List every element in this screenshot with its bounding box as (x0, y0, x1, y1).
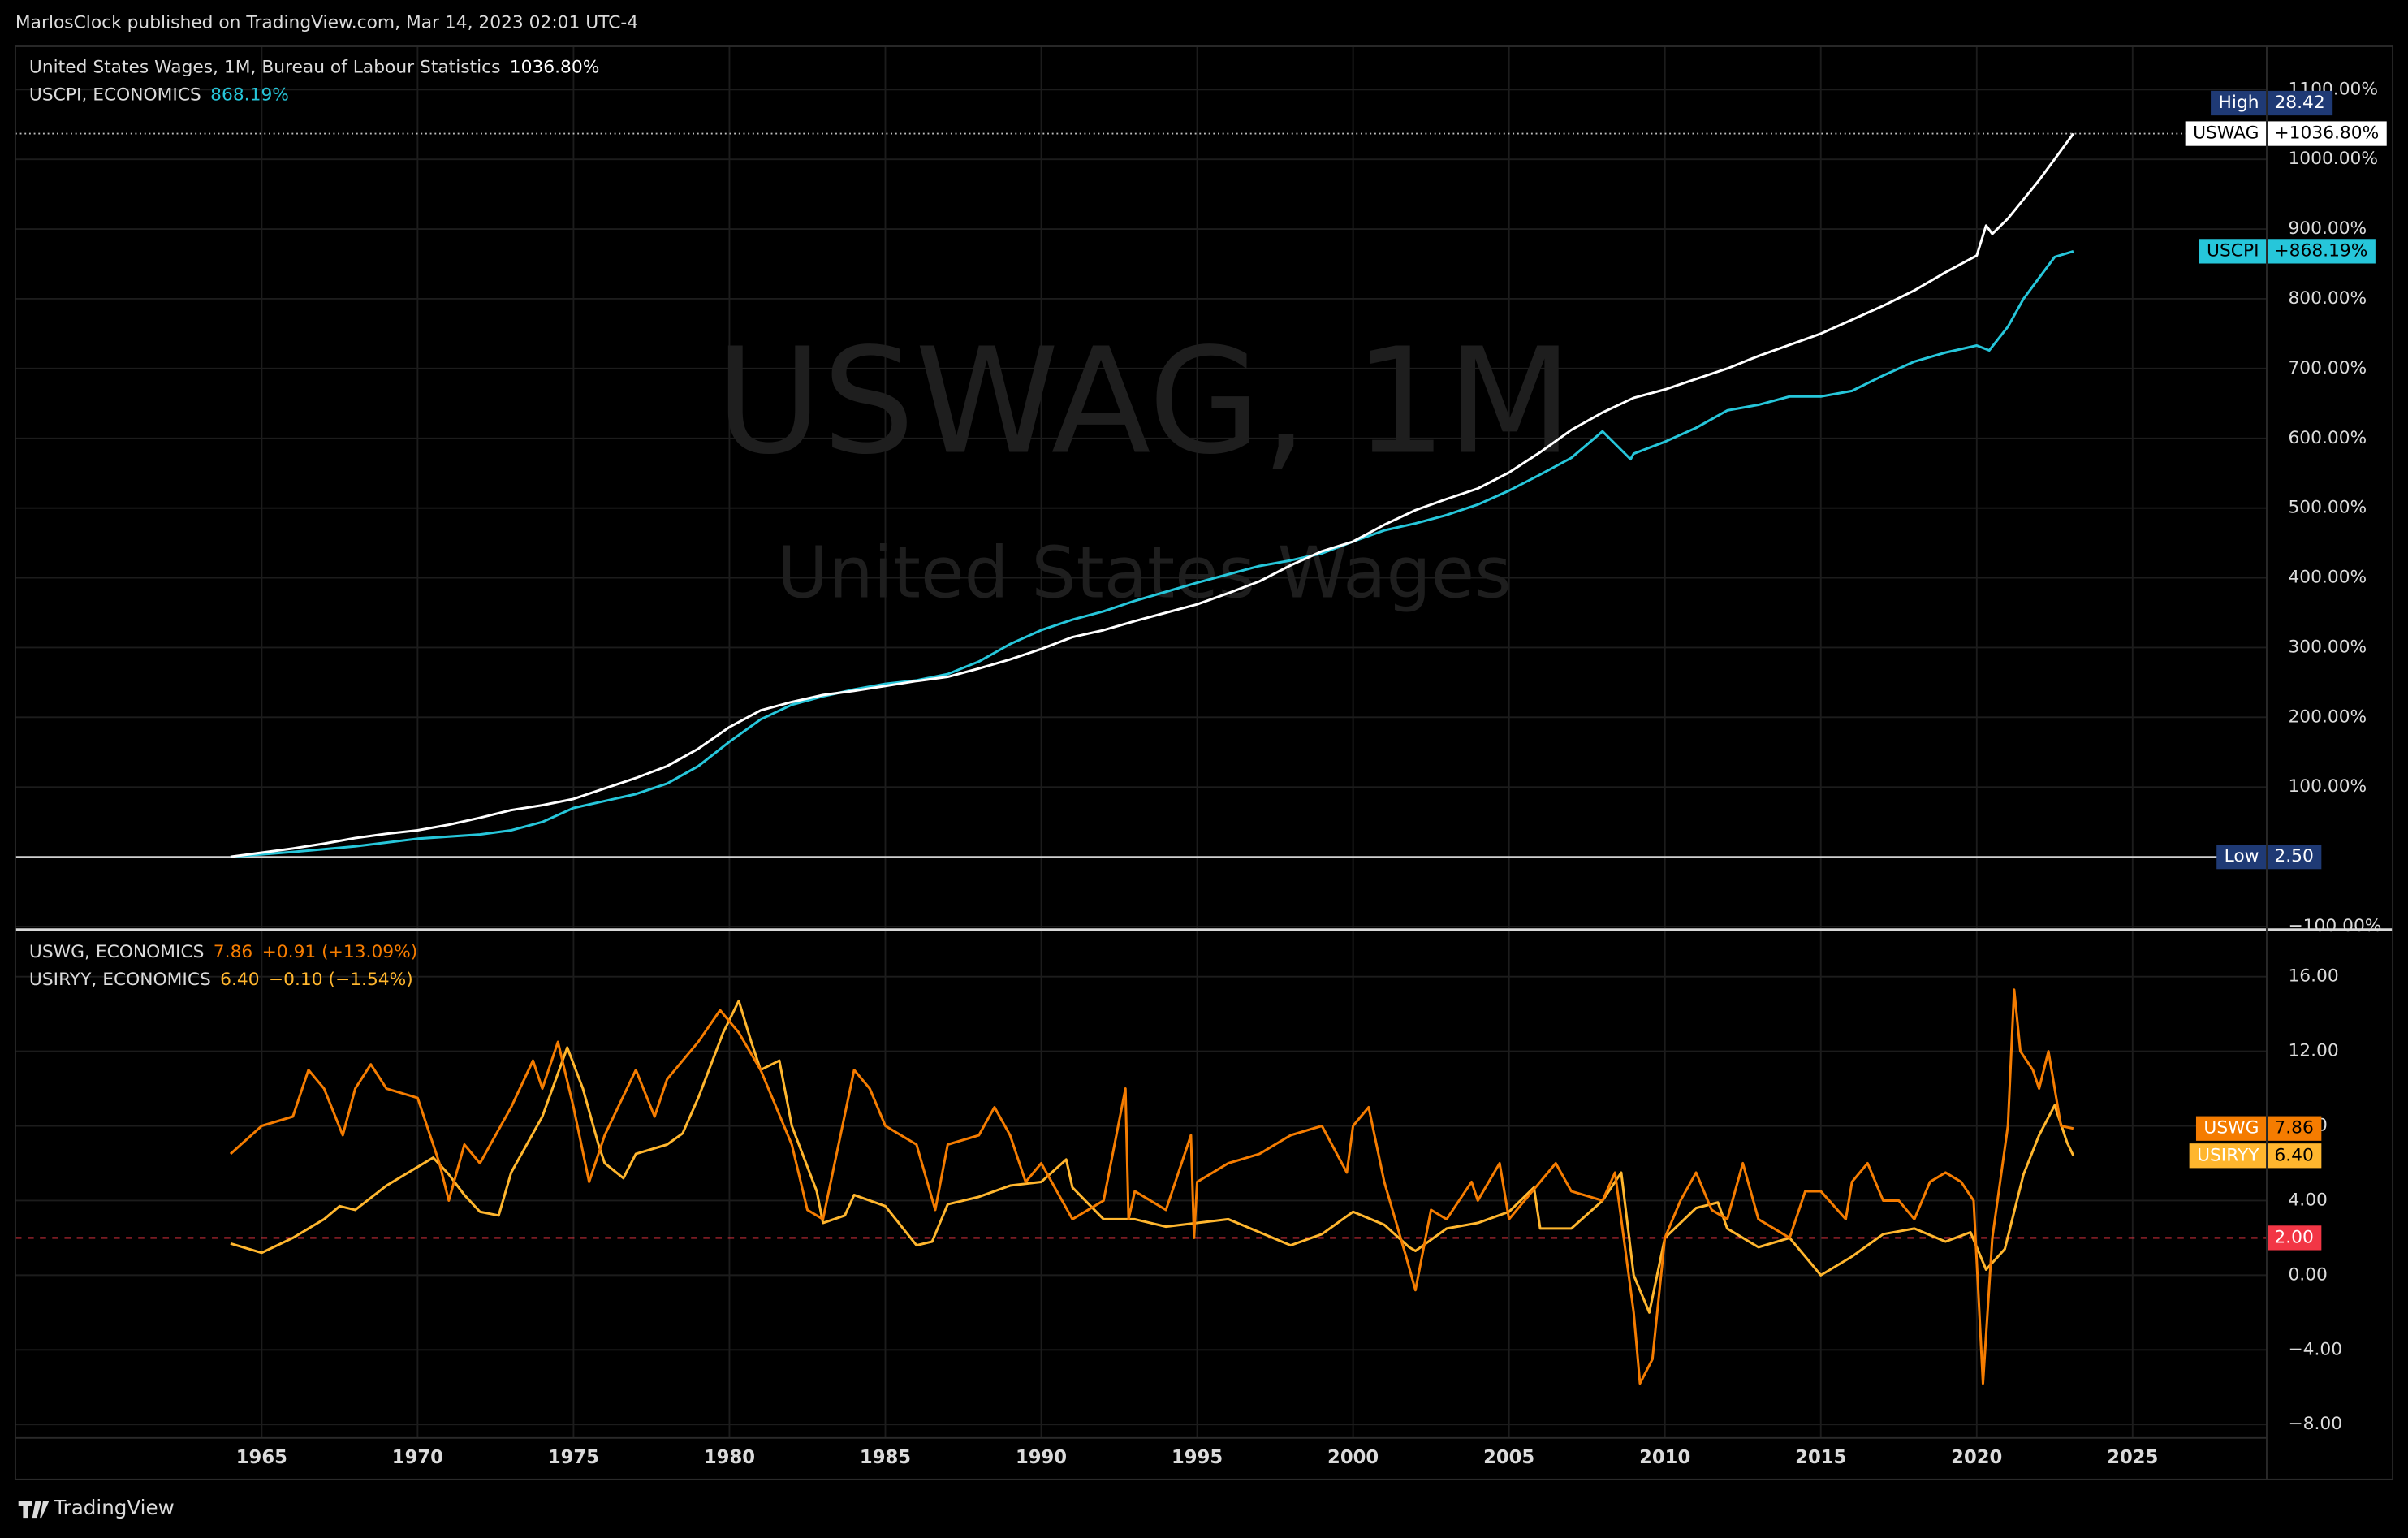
price-tag-label: USWAG (2193, 123, 2259, 144)
price-tag-label: Low (2225, 846, 2259, 866)
price-tag-value: +1036.80% (2274, 123, 2379, 144)
x-tick-label: 1990 (1016, 1447, 1067, 1468)
series-line (230, 249, 2074, 858)
price-tag-value: 28.42 (2274, 93, 2324, 113)
y-tick-label: 12.00 (2288, 1041, 2338, 1061)
y-tick-label: −4.00 (2288, 1339, 2342, 1359)
price-tag-value-box (2268, 845, 2322, 870)
y-tick-label: 900.00% (2288, 218, 2367, 239)
x-tick-label: 2005 (1483, 1447, 1534, 1468)
watermark-title: USWAG, 1M (715, 318, 1573, 487)
y-tick-label: 1000.00% (2288, 149, 2378, 169)
y-tick-label: 4.00 (2288, 1190, 2327, 1210)
price-tag-label: High (2219, 93, 2259, 113)
price-tag-value: 2.00 (2274, 1227, 2313, 1247)
y-tick-label: 700.00% (2288, 358, 2367, 378)
legend-text: +0.91 (+13.09%) (262, 942, 418, 962)
price-tag-label-box (2211, 90, 2267, 116)
price-tag-label: USCPI (2207, 240, 2259, 261)
y-tick-label: 600.00% (2288, 428, 2367, 448)
x-tick-label: 1980 (704, 1447, 755, 1468)
x-tick-label: 2010 (1639, 1447, 1690, 1468)
x-tick-label: 2000 (1327, 1447, 1379, 1468)
price-tag-label-box (2199, 239, 2267, 264)
header-text: MarlosClock published on TradingView.com… (15, 13, 638, 33)
brand-name: TradingView (53, 1496, 174, 1519)
legend-text: USCPI, ECONOMICS (29, 85, 201, 106)
y-tick-label: 100.00% (2288, 776, 2367, 797)
y-tick-label: 500.00% (2288, 498, 2367, 518)
x-tick-label: 2025 (2107, 1447, 2158, 1468)
series-line (230, 132, 2075, 858)
price-tag-label: USWG (2203, 1118, 2259, 1138)
legend-text: 7.86 (214, 942, 252, 962)
x-tick-label: 1985 (860, 1447, 911, 1468)
series-line (229, 988, 2074, 1385)
price-tag-value-box (2268, 1116, 2322, 1141)
y-tick-label: −8.00 (2288, 1414, 2342, 1434)
watermark-subtitle: United States Wages (777, 531, 1512, 614)
y-tick-label: −100.00% (2288, 916, 2381, 936)
x-tick-label: 1970 (392, 1447, 443, 1468)
y-tick-label: 300.00% (2288, 637, 2367, 657)
price-tag-value: +868.19% (2274, 240, 2367, 261)
price-tag-value: 6.40 (2274, 1145, 2313, 1165)
y-tick-label: 400.00% (2288, 568, 2367, 588)
series-line (230, 1000, 2075, 1314)
legend-text: 1036.80% (510, 57, 600, 77)
y-tick-label: 800.00% (2288, 288, 2367, 309)
legend-text: USIRYY, ECONOMICS (29, 970, 211, 990)
x-tick-label: 2020 (1951, 1447, 2002, 1468)
price-tag-label-box (2185, 121, 2267, 146)
x-tick-label: 1995 (1172, 1447, 1223, 1468)
price-tag-value: 7.86 (2274, 1118, 2313, 1138)
price-tag-value: 2.50 (2274, 846, 2313, 866)
x-tick-label: 2015 (1795, 1447, 1846, 1468)
y-tick-label: 0.00 (2288, 1264, 2327, 1285)
y-tick-label: 16.00 (2288, 966, 2338, 987)
price-tag-value-box (2268, 121, 2387, 146)
price-tag-label-box (2189, 1143, 2267, 1169)
price-tag-label: USIRYY (2197, 1145, 2259, 1165)
legend-text: United States Wages, 1M, Bureau of Labou… (29, 57, 500, 77)
legend-text: 868.19% (210, 85, 289, 106)
y-tick-label: 200.00% (2288, 706, 2367, 727)
price-tag-label-box (2216, 845, 2267, 870)
price-tag-value-box (2268, 239, 2376, 264)
price-tag-label-box (2195, 1116, 2267, 1141)
price-tag-value-box (2268, 90, 2333, 116)
brand-logo (18, 1501, 50, 1519)
price-tag-value-box (2268, 1225, 2322, 1251)
legend-text: 6.40 (220, 970, 259, 990)
x-tick-label: 1975 (548, 1447, 599, 1468)
legend-text: −0.10 (−1.54%) (269, 970, 413, 990)
x-tick-label: 1965 (236, 1447, 287, 1468)
legend-text: USWG, ECONOMICS (29, 942, 205, 962)
price-tag-value-box (2268, 1143, 2322, 1169)
chart-frame (14, 45, 2394, 1480)
